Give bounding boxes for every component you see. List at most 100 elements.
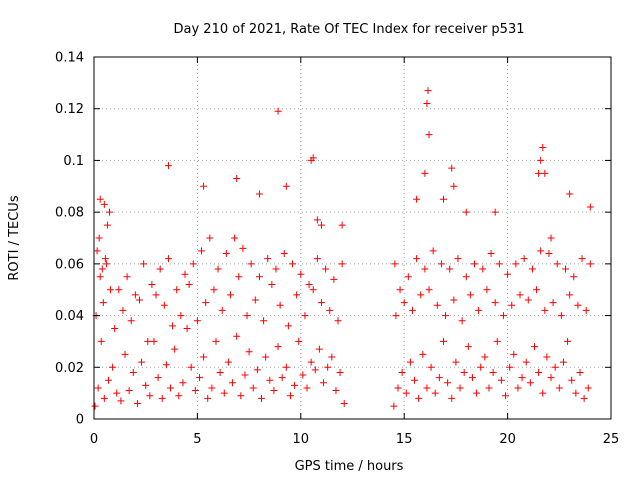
data-point	[97, 337, 105, 345]
data-point	[425, 131, 433, 139]
data-point	[508, 301, 516, 309]
data-point	[144, 337, 152, 345]
data-point	[307, 358, 315, 366]
data-point	[566, 190, 574, 198]
data-point	[125, 387, 133, 395]
data-point	[291, 381, 299, 389]
data-point	[127, 317, 135, 325]
data-point	[566, 291, 574, 299]
data-point	[328, 353, 336, 361]
data-point	[191, 387, 199, 395]
data-point	[442, 312, 450, 320]
data-point	[293, 291, 301, 299]
data-point	[98, 265, 106, 273]
data-point	[580, 394, 588, 402]
data-point	[173, 286, 181, 294]
data-point	[218, 306, 226, 314]
data-point	[195, 374, 203, 382]
data-point	[183, 325, 191, 332]
data-point	[262, 353, 270, 361]
data-point	[421, 169, 429, 177]
data-point	[309, 154, 317, 162]
data-point	[510, 350, 518, 358]
data-point	[317, 299, 325, 307]
x-tick-label: 20	[499, 432, 516, 447]
data-point	[167, 384, 175, 392]
data-point	[408, 306, 416, 314]
data-point	[417, 291, 425, 299]
data-point	[119, 306, 127, 314]
data-point	[504, 270, 512, 278]
data-point	[404, 273, 412, 281]
data-point	[330, 275, 338, 283]
data-point	[473, 389, 481, 397]
data-point	[181, 270, 189, 278]
y-tick-label: 0.08	[55, 206, 84, 221]
data-point	[121, 350, 129, 358]
data-point	[479, 265, 487, 273]
data-point	[326, 306, 334, 314]
data-point	[431, 389, 439, 397]
data-point	[106, 208, 114, 216]
data-point	[177, 312, 185, 320]
data-point	[497, 376, 505, 384]
data-point	[584, 384, 592, 392]
data-point	[423, 100, 431, 108]
data-point	[582, 306, 590, 314]
data-point	[284, 322, 292, 330]
data-point	[528, 265, 536, 273]
data-point	[537, 247, 545, 255]
data-point	[537, 156, 545, 164]
data-point	[425, 286, 433, 294]
data-point	[251, 296, 259, 304]
data-point	[253, 366, 261, 374]
data-point	[541, 306, 549, 314]
data-point	[162, 361, 170, 369]
data-point	[129, 368, 137, 376]
data-point	[146, 392, 154, 400]
data-point	[458, 317, 466, 325]
data-point	[171, 345, 179, 353]
data-point	[499, 312, 507, 320]
data-point	[208, 384, 216, 392]
data-point	[123, 273, 131, 281]
data-point	[576, 368, 584, 376]
data-point	[299, 371, 307, 379]
data-point	[280, 250, 288, 258]
data-point	[574, 301, 582, 309]
data-point	[555, 384, 563, 392]
data-point	[466, 291, 474, 299]
data-point	[117, 397, 125, 405]
plot-frame	[93, 56, 612, 420]
data-point	[549, 299, 557, 307]
data-point	[270, 387, 278, 395]
data-point	[520, 255, 528, 263]
data-point	[185, 281, 193, 289]
data-point	[160, 301, 168, 309]
data-point	[255, 190, 263, 198]
data-point	[522, 358, 530, 366]
data-point	[241, 371, 249, 379]
data-point	[239, 244, 247, 252]
data-point	[100, 394, 108, 402]
data-point	[578, 255, 586, 263]
data-point	[526, 379, 534, 387]
data-point	[390, 402, 398, 410]
data-point	[311, 366, 319, 374]
data-point	[586, 260, 594, 268]
data-point	[198, 247, 206, 255]
data-point	[450, 296, 458, 304]
data-point	[305, 281, 313, 289]
data-point	[338, 260, 346, 268]
data-point	[95, 234, 103, 242]
x-axis-label: GPS time / hours	[295, 459, 404, 474]
data-point	[200, 353, 208, 361]
data-point	[260, 317, 268, 325]
data-point	[493, 337, 501, 345]
data-point	[266, 376, 274, 384]
data-point	[322, 265, 330, 273]
data-point	[231, 234, 239, 242]
data-point	[235, 273, 243, 281]
data-point	[169, 322, 177, 330]
data-point	[481, 353, 489, 361]
